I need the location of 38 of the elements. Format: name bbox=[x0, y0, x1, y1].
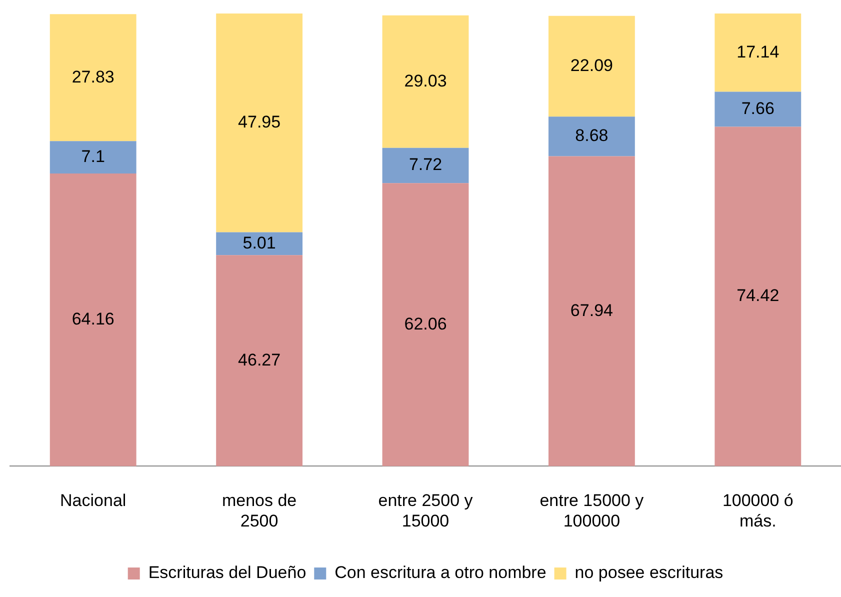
data-label: 22.09 bbox=[570, 56, 613, 75]
bar bbox=[548, 116, 635, 156]
bar bbox=[382, 183, 469, 466]
data-label: 74.42 bbox=[736, 286, 780, 306]
data-label: 64.16 bbox=[72, 310, 114, 329]
bar bbox=[50, 14, 136, 142]
data-label: 27.83 bbox=[72, 67, 114, 86]
data-label: 62.06 bbox=[404, 314, 447, 334]
bar bbox=[216, 255, 303, 466]
legend-label: Con escritura a otro nombre bbox=[334, 563, 546, 582]
bar bbox=[714, 14, 802, 92]
data-label: 47.95 bbox=[238, 112, 281, 132]
bar bbox=[382, 148, 469, 184]
data-label: 46.27 bbox=[238, 350, 281, 370]
data-label: 7.1 bbox=[81, 146, 105, 166]
bar bbox=[382, 15, 469, 148]
x-tick-label: menos de 2500 bbox=[222, 491, 297, 530]
bar bbox=[548, 156, 635, 466]
bar bbox=[714, 126, 802, 466]
legend-label: no posee escrituras bbox=[574, 563, 724, 582]
data-label: 29.03 bbox=[404, 71, 447, 90]
data-label: 8.68 bbox=[575, 126, 608, 146]
x-tick-label: 100000 ó más. bbox=[722, 491, 794, 530]
data-label: 5.01 bbox=[242, 233, 276, 252]
data-label: 7.66 bbox=[741, 98, 774, 118]
bar bbox=[548, 16, 635, 117]
bar bbox=[216, 232, 303, 256]
x-tick-label: entre 2500 y 15000 bbox=[378, 491, 474, 530]
bar bbox=[714, 92, 802, 127]
bar bbox=[50, 174, 136, 466]
x-tick-label: Nacional bbox=[60, 491, 126, 510]
x-tick-label: entre 15000 y 100000 bbox=[540, 491, 644, 530]
bar bbox=[50, 141, 136, 174]
bar bbox=[216, 14, 303, 232]
data-label: 17.14 bbox=[736, 42, 780, 62]
legend-label: Escrituras del Dueño bbox=[148, 563, 306, 582]
data-label: 67.94 bbox=[570, 300, 613, 320]
data-label: 7.72 bbox=[408, 155, 442, 174]
